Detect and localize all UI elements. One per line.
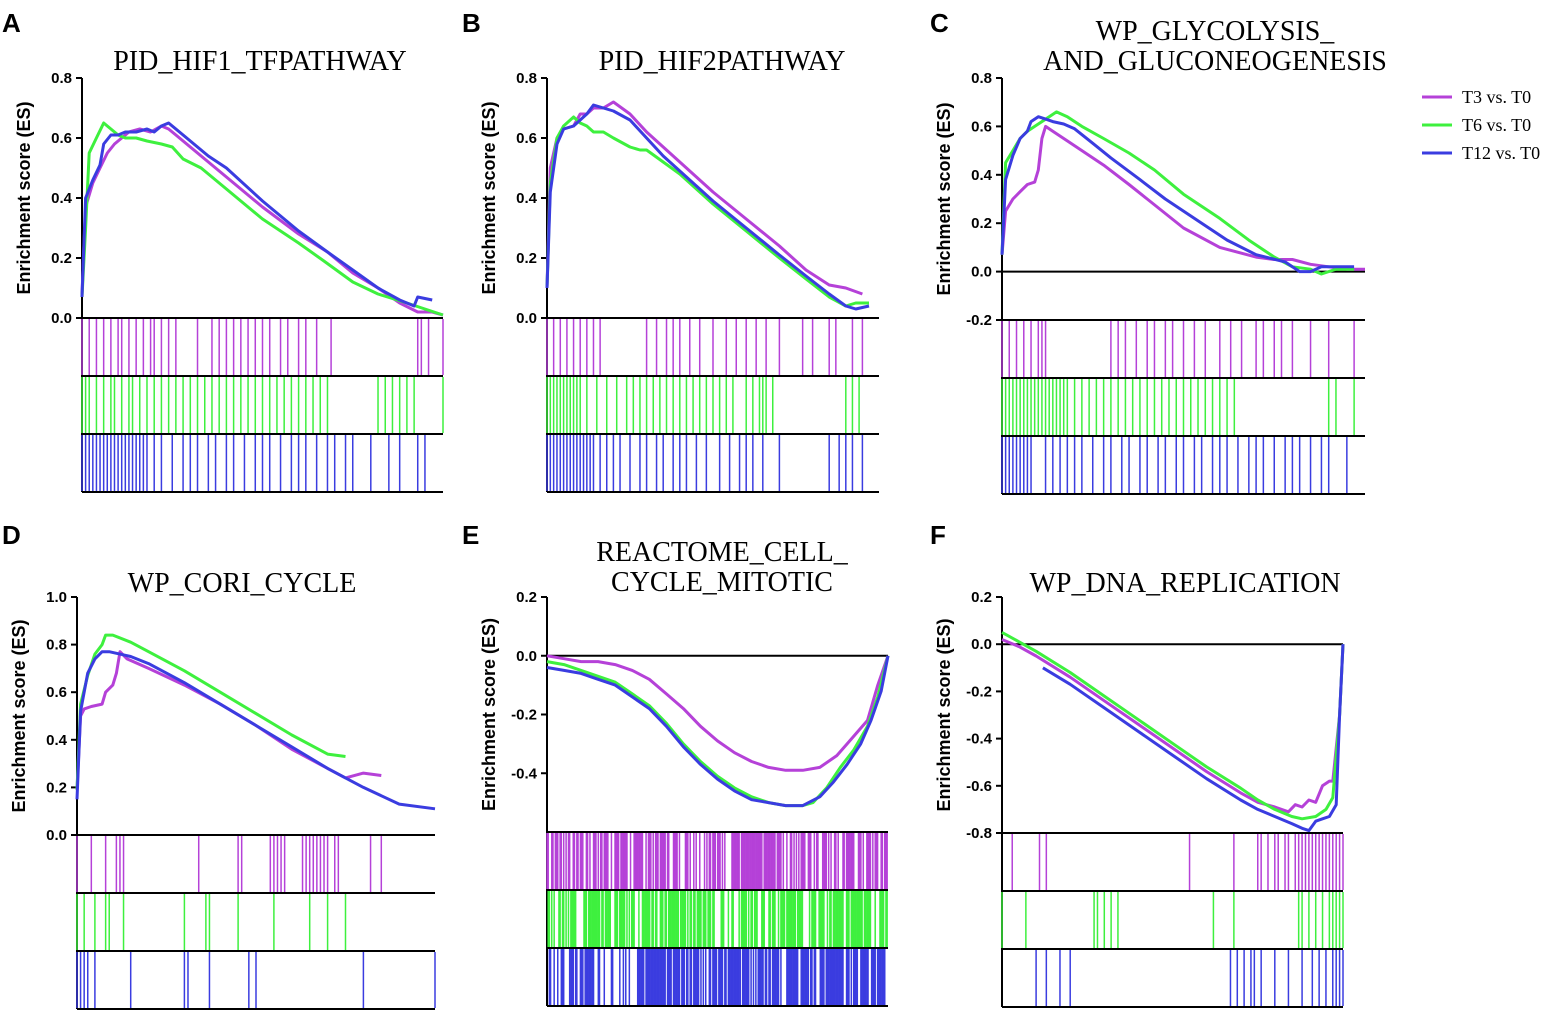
- y-axis-label: Enrichment score (ES): [934, 618, 954, 811]
- y-tick-label: 1.0: [46, 589, 67, 606]
- series-line-t3: [546, 654, 890, 772]
- panels-layer: A PID_HIF1_TFPATHWAY Enrichment score (ES)…: [2, 8, 1387, 1010]
- series-line-t6: [75, 633, 346, 790]
- series-line-t6: [545, 115, 869, 308]
- y-axis-label: Enrichment score (ES): [9, 619, 29, 812]
- series-line-t12: [546, 655, 890, 808]
- y-tick-label: 0.2: [46, 779, 67, 796]
- y-tick-label: 0.0: [51, 310, 72, 327]
- panel-letter: D: [2, 520, 21, 550]
- y-tick-label: 0.8: [46, 637, 67, 654]
- series-line-t12: [1000, 115, 1355, 274]
- panel-e: E REACTOME_CELL_CYCLE_MITOTIC Enrichment s…: [462, 520, 890, 1007]
- panel-c: C WP_GLYCOLYSIS_AND_GLUCONEOGENESIS Enrich…: [930, 8, 1387, 495]
- y-tick-label: 0.6: [46, 684, 67, 701]
- series-line-t12: [545, 103, 870, 311]
- series-line-t12: [80, 121, 433, 308]
- chart-title: PID_HIF2PATHWAY: [599, 46, 846, 77]
- panel-f: F WP_DNA_REPLICATION Enrichment score (ES)…: [930, 520, 1345, 1008]
- chart-title: WP_DNA_REPLICATION: [1029, 568, 1340, 599]
- y-tick-label: 0.2: [516, 250, 537, 267]
- y-tick-label: 0.0: [971, 264, 992, 281]
- legend-label-t6: T6 vs. T0: [1462, 115, 1531, 135]
- y-tick-label: 0.0: [516, 310, 537, 327]
- chart-title: WP_GLYCOLYSIS_: [1096, 16, 1336, 47]
- y-tick-label: 0.0: [46, 827, 67, 844]
- y-tick-label: 0.0: [971, 636, 992, 653]
- panel-letter: E: [462, 520, 479, 550]
- y-tick-label: 0.6: [971, 118, 992, 135]
- panel-letter: B: [462, 8, 481, 38]
- series-line-t6: [1001, 631, 1345, 821]
- y-tick-label: -0.4: [966, 731, 993, 748]
- panel-a: A PID_HIF1_TFPATHWAY Enrichment score (ES)…: [2, 8, 444, 493]
- chart-title: AND_GLUCONEOGENESIS: [1043, 46, 1387, 77]
- y-tick-label: 0.0: [516, 648, 537, 665]
- panel-letter: F: [930, 520, 946, 550]
- y-tick-label: 0.8: [51, 70, 72, 87]
- series-line-t6: [546, 655, 890, 808]
- y-tick-label: 0.2: [516, 589, 537, 606]
- y-tick-label: 0.4: [46, 732, 68, 749]
- y-tick-label: 0.4: [971, 167, 993, 184]
- y-tick-label: 0.8: [971, 70, 992, 87]
- y-tick-label: -0.4: [511, 765, 538, 782]
- series-line-t3: [75, 650, 382, 790]
- legend-label-t12: T12 vs. T0: [1462, 143, 1540, 163]
- chart-title: PID_HIF1_TFPATHWAY: [113, 46, 407, 77]
- y-tick-label: 0.2: [971, 215, 992, 232]
- y-axis-label: Enrichment score (ES): [14, 101, 34, 294]
- chart-title: WP_CORI_CYCLE: [128, 568, 357, 599]
- y-tick-label: 0.6: [516, 130, 537, 147]
- legend: T3 vs. T0 T6 vs. T0 T12 vs. T0: [1422, 87, 1540, 163]
- y-tick-label: -0.6: [966, 778, 992, 795]
- y-tick-label: 0.2: [51, 250, 72, 267]
- y-tick-label: 0.8: [516, 70, 537, 87]
- series-line-t3: [1001, 638, 1345, 814]
- panel-b: B PID_HIF2PATHWAY Enrichment score (ES) 0.0…: [462, 8, 879, 493]
- y-tick-label: -0.2: [966, 312, 992, 329]
- y-axis-label: Enrichment score (ES): [934, 102, 954, 295]
- series-line-t12: [1042, 644, 1345, 833]
- y-tick-label: 0.6: [51, 130, 72, 147]
- series-line-t6: [80, 121, 444, 317]
- y-tick-label: 0.4: [516, 190, 538, 207]
- panel-d: D WP_CORI_CYCLE Enrichment score (ES) 0.0 0.…: [2, 520, 436, 1010]
- panel-letter: C: [930, 8, 949, 38]
- y-tick-label: -0.2: [511, 707, 537, 724]
- series-line-t12: [75, 650, 436, 811]
- y-tick-label: -0.8: [966, 825, 992, 842]
- chart-title: CYCLE_MITOTIC: [611, 567, 833, 598]
- y-axis-label: Enrichment score (ES): [479, 101, 499, 294]
- y-tick-label: 0.2: [971, 589, 992, 606]
- y-tick-label: -0.2: [966, 683, 992, 700]
- y-tick-label: 0.4: [51, 190, 73, 207]
- chart-title: REACTOME_CELL_: [596, 537, 848, 568]
- y-axis-label: Enrichment score (ES): [479, 618, 499, 811]
- panel-letter: A: [2, 8, 21, 38]
- series-line-t6: [1000, 110, 1355, 276]
- legend-label-t3: T3 vs. T0: [1462, 87, 1531, 107]
- series-line-t3: [1000, 124, 1365, 271]
